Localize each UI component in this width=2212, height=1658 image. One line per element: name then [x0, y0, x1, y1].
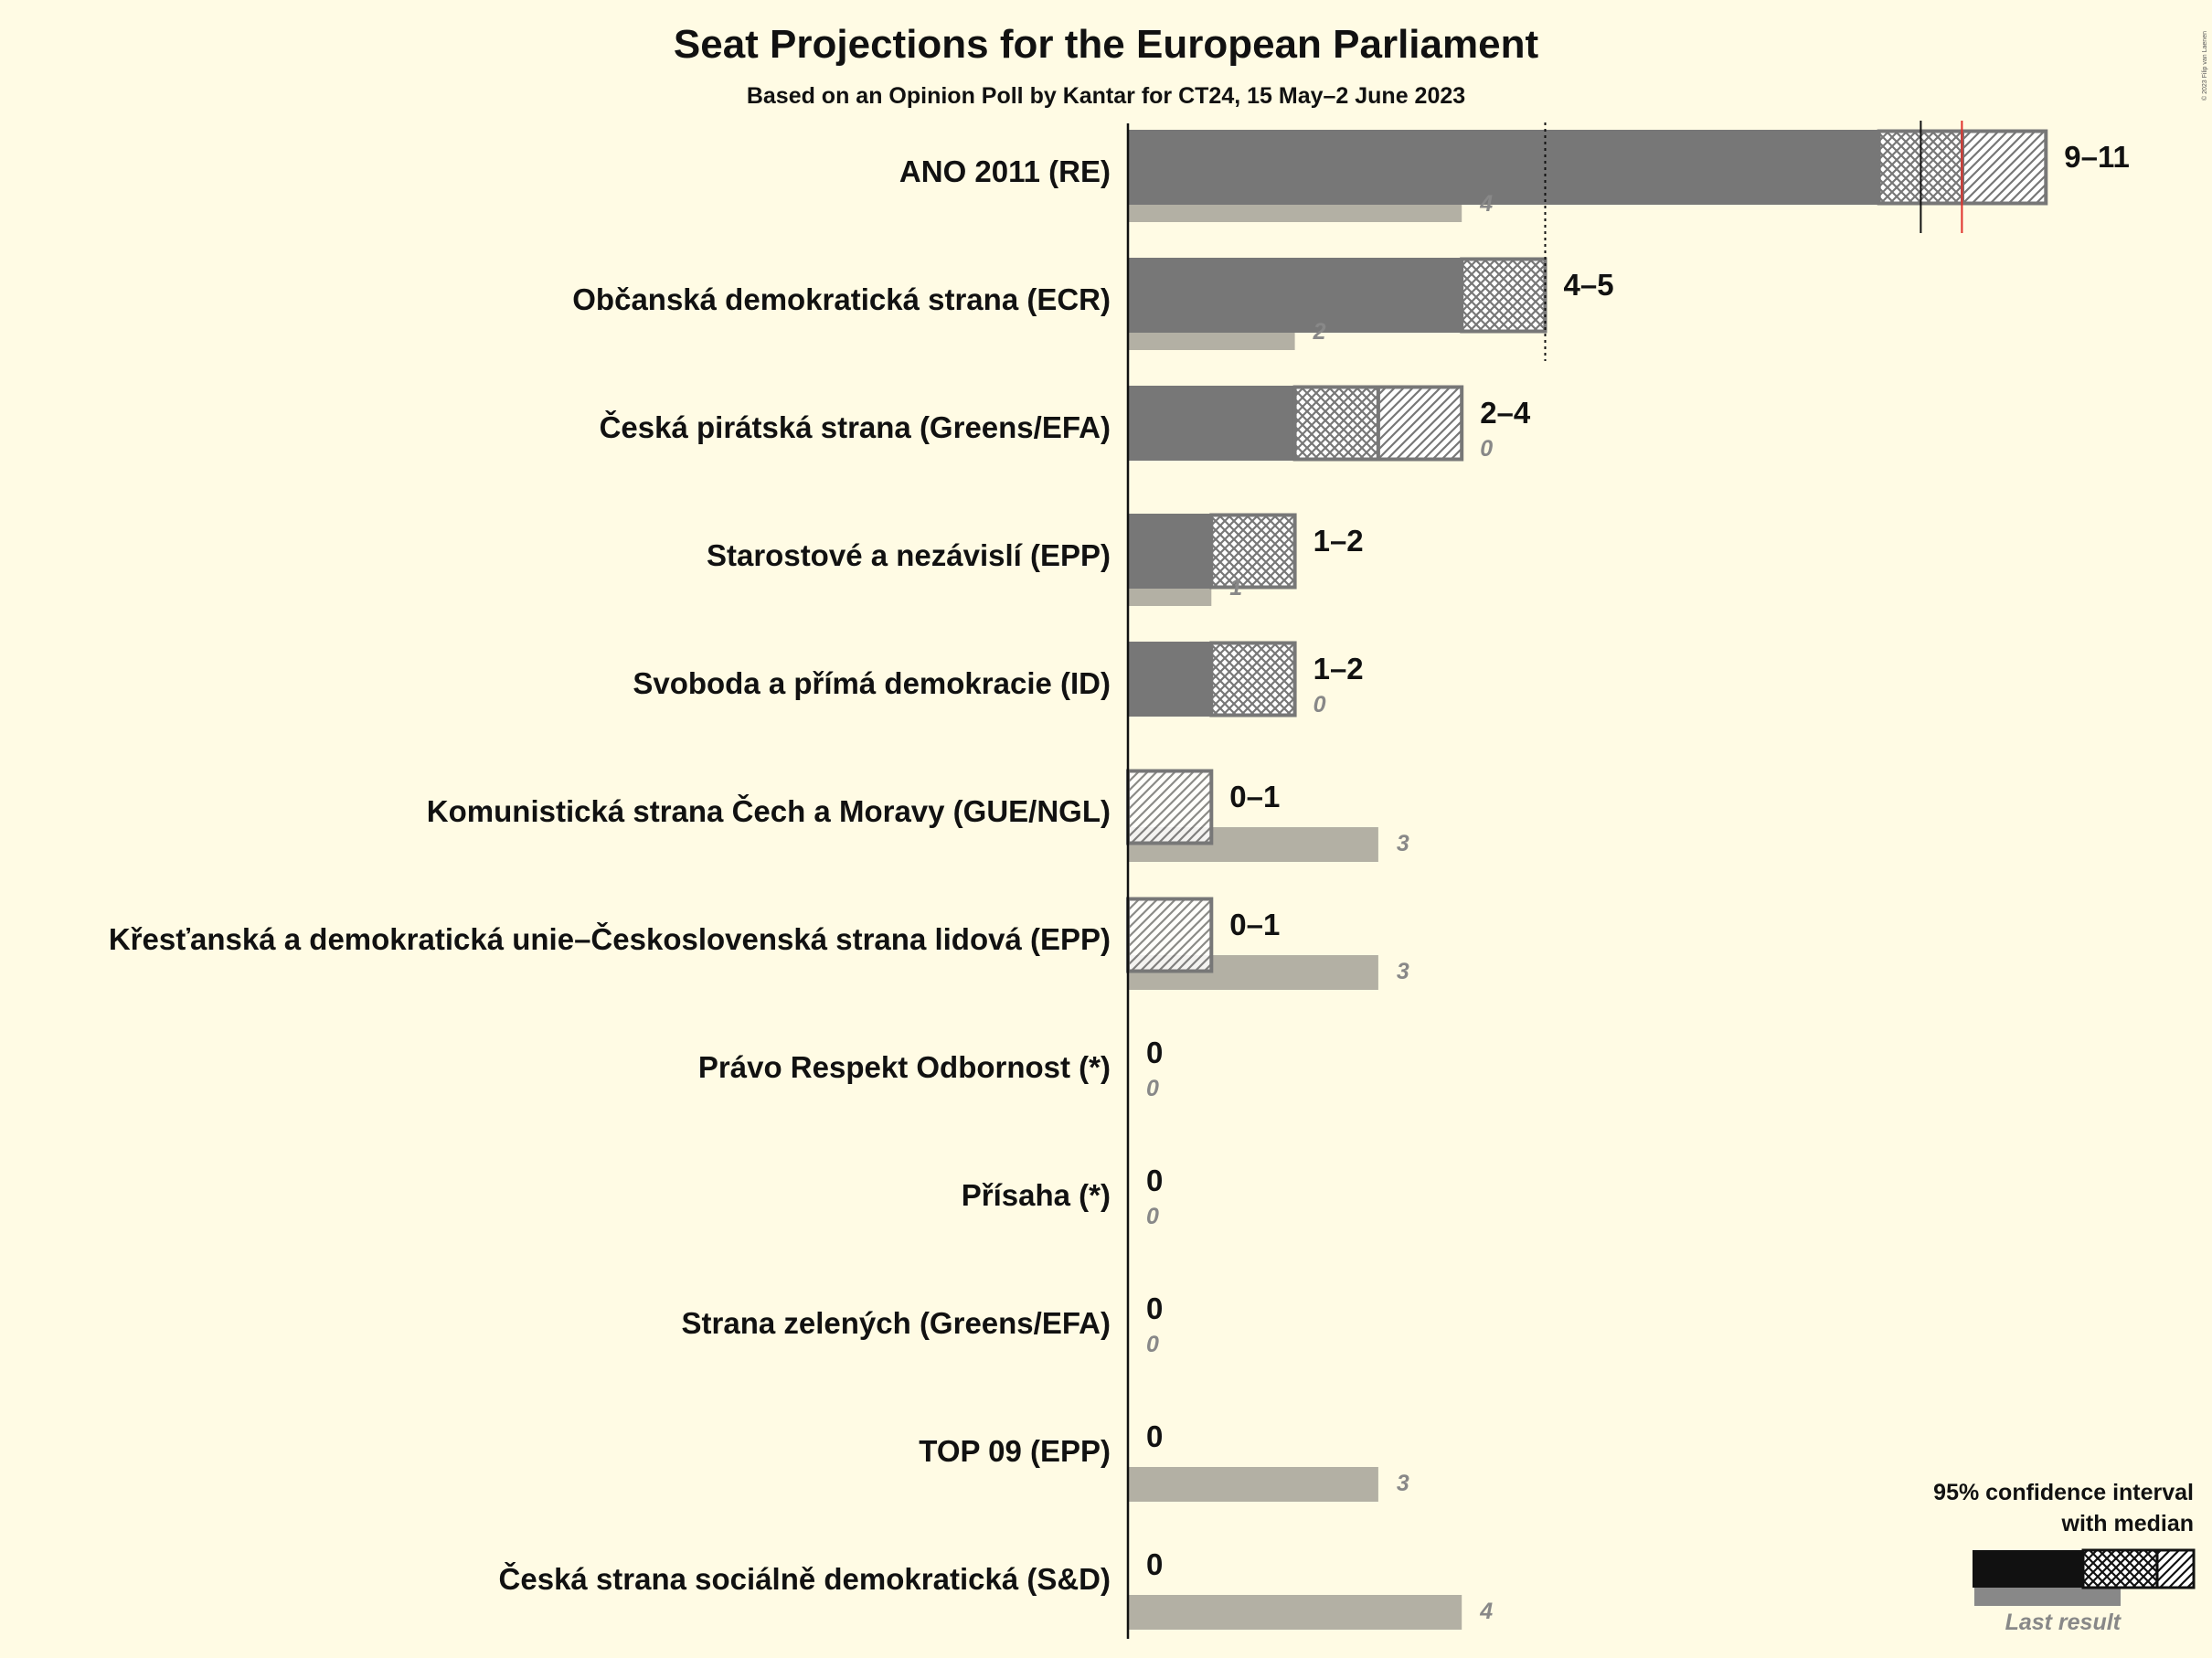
legend: 95% confidence interval with median Last…	[1933, 1480, 2196, 1635]
range-label-10: 0	[1146, 1291, 1163, 1325]
party-label-3: Česká pirátská strana (Greens/EFA)	[600, 409, 1111, 444]
legend-title-line2: with median	[2061, 1511, 2194, 1536]
party-label-7: Křesťanská a demokratická unie–Českoslov…	[109, 921, 1111, 956]
ci-upper-segment-7	[1126, 897, 1214, 973]
range-label-8: 0	[1146, 1036, 1163, 1069]
last-result-bar-12	[1128, 1595, 1462, 1630]
legend-last-result-label: Last result	[2005, 1610, 2122, 1635]
ci-lower-segment-2	[1460, 257, 1547, 334]
last-result-label-2: 2	[1313, 319, 1326, 345]
last-result-label-3: 0	[1480, 436, 1493, 462]
seat-bar-3	[1128, 386, 1295, 461]
range-label-3: 2–4	[1480, 396, 1531, 430]
party-label-9: Přísaha (*)	[962, 1178, 1111, 1212]
legend-median-bar	[1973, 1550, 2083, 1588]
legend-title-line1: 95% confidence interval	[1933, 1480, 2194, 1505]
last-result-label-12: 4	[1479, 1599, 1493, 1624]
ci-lower-segment-3	[1292, 385, 1380, 462]
ci-upper-segment-1	[1961, 129, 2048, 206]
last-result-label-1: 4	[1479, 191, 1493, 217]
ci-lower-segment-4	[1209, 513, 1297, 590]
party-label-1: ANO 2011 (RE)	[899, 154, 1111, 188]
party-label-10: Strana zelených (Greens/EFA)	[682, 1306, 1111, 1340]
chart-subtitle: Based on an Opinion Poll by Kantar for C…	[747, 83, 1465, 109]
party-label-4: Starostové a nezávislí (EPP)	[707, 538, 1111, 572]
ci-lower-segment-5	[1209, 641, 1297, 717]
legend-diaghatch-segment	[2155, 1548, 2196, 1589]
last-result-label-6: 3	[1397, 831, 1409, 856]
range-label-1: 9–11	[2064, 140, 2130, 174]
range-label-6: 0–1	[1229, 780, 1280, 813]
range-label-4: 1–2	[1313, 524, 1364, 558]
party-label-11: TOP 09 (EPP)	[919, 1434, 1111, 1468]
ci-upper-segment-3	[1376, 385, 1464, 462]
copyright-note: © 2023 Filip van Laenen	[2201, 31, 2208, 101]
last-result-label-4: 1	[1229, 575, 1242, 600]
party-label-12: Česká strana sociálně demokratická (S&D)	[499, 1561, 1111, 1596]
chart-title: Seat Projections for the European Parlia…	[674, 22, 1539, 67]
party-label-6: Komunistická strana Čech a Moravy (GUE/N…	[427, 793, 1111, 828]
last-result-label-8: 0	[1146, 1076, 1159, 1101]
last-result-label-7: 3	[1397, 959, 1409, 984]
ci-upper-segment-6	[1126, 769, 1214, 845]
legend-crosshatch-segment	[2081, 1548, 2159, 1589]
party-label-5: Svoboda a přímá demokracie (ID)	[633, 666, 1111, 700]
range-label-11: 0	[1146, 1419, 1163, 1453]
range-label-12: 0	[1146, 1547, 1163, 1581]
plot-area: ANO 2011 (RE) 9–11 4 Občanská demokratická …	[109, 121, 2130, 1639]
range-label-7: 0–1	[1229, 908, 1280, 941]
range-label-9: 0	[1146, 1164, 1163, 1197]
seat-bar-1	[1128, 130, 1879, 205]
last-result-bar-11	[1128, 1467, 1378, 1502]
seat-bar-4	[1128, 514, 1212, 589]
seat-bar-2	[1128, 258, 1462, 333]
seat-bar-5	[1128, 642, 1212, 717]
party-label-8: Právo Respekt Odbornost (*)	[698, 1050, 1111, 1084]
range-label-5: 1–2	[1313, 652, 1364, 686]
last-result-label-5: 0	[1313, 692, 1326, 717]
last-result-label-11: 3	[1397, 1471, 1409, 1496]
last-result-label-10: 0	[1146, 1332, 1159, 1357]
last-result-label-9: 0	[1146, 1204, 1159, 1229]
party-label-2: Občanská demokratická strana (ECR)	[572, 282, 1111, 316]
range-label-2: 4–5	[1564, 268, 1614, 302]
